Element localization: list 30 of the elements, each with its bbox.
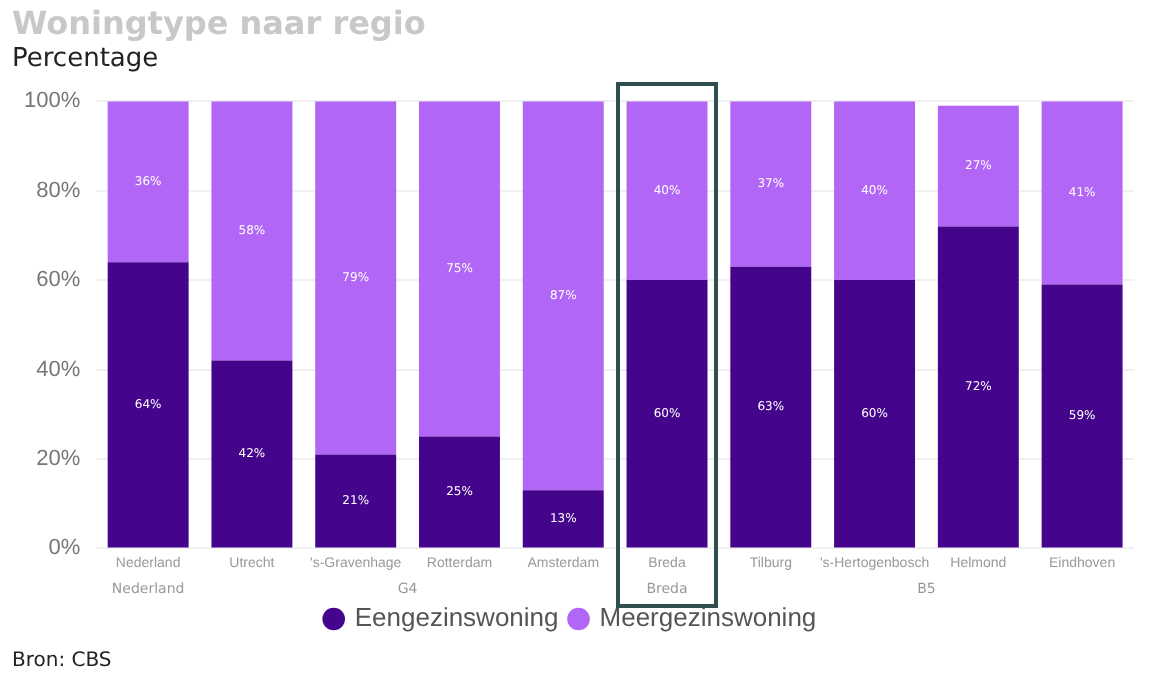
bar: [522, 101, 604, 491]
bar: [1041, 284, 1123, 548]
bar: [315, 454, 397, 548]
y-tick-label: 20%: [36, 447, 81, 472]
bar: [419, 436, 500, 548]
y-tick-label: 80%: [36, 178, 81, 203]
y-axis-title: Percentage: [12, 44, 159, 74]
bar: [730, 101, 812, 267]
bar: [522, 490, 604, 548]
bar: [315, 101, 397, 455]
bar: [211, 101, 293, 361]
bar: [107, 101, 189, 263]
bar: [1041, 101, 1123, 285]
legend-label: Eengezinswoning: [354, 602, 559, 633]
bar: [937, 105, 1019, 227]
bar: [626, 101, 708, 281]
bar: [626, 280, 708, 548]
bar: [419, 101, 500, 437]
legend-label: Meergezinswoning: [599, 602, 817, 633]
y-tick-label: 40%: [36, 357, 81, 382]
bar: [211, 360, 293, 548]
y-tick-label: 100%: [23, 89, 81, 114]
bar: [730, 266, 812, 548]
bar: [834, 280, 916, 548]
y-tick-label: 60%: [36, 268, 81, 293]
bar: [107, 262, 189, 548]
bar: [937, 226, 1019, 548]
y-tick-label: 0%: [48, 536, 81, 561]
text: Bron: CBS: [12, 650, 112, 672]
bar: [834, 101, 916, 281]
